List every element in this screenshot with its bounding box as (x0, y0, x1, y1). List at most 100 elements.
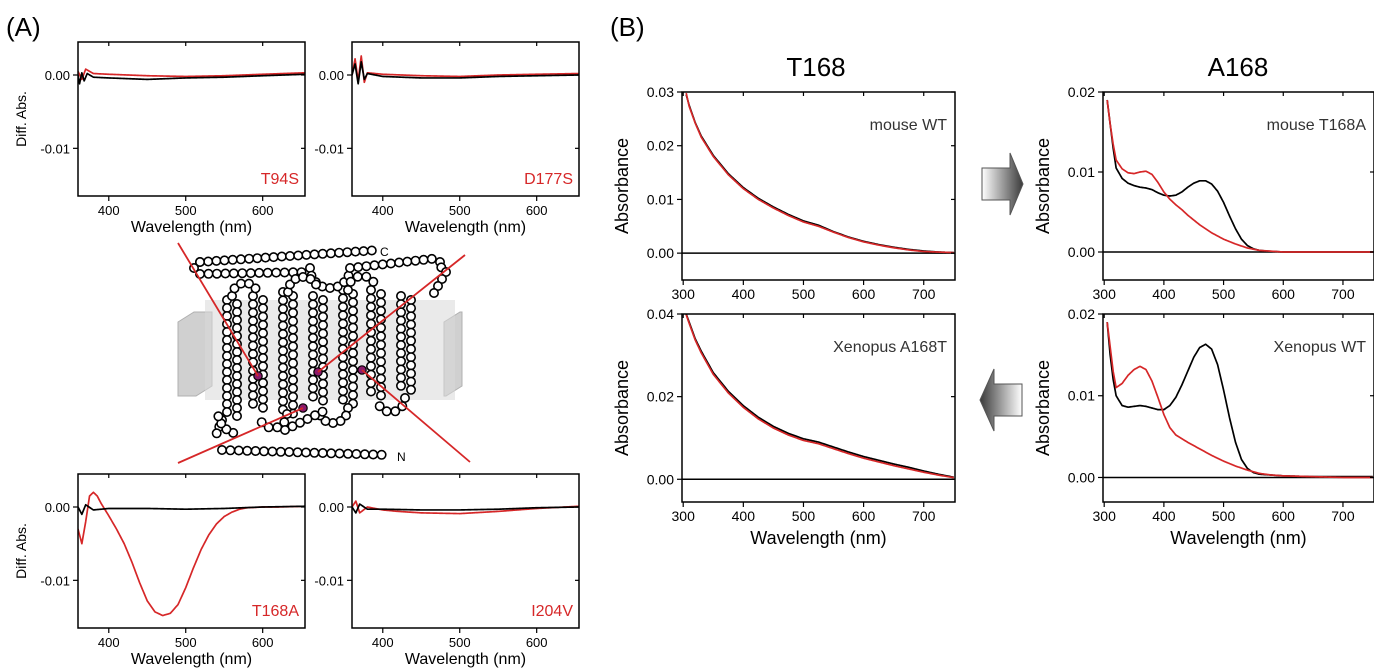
residue-bead (203, 256, 214, 267)
residue-bead (307, 299, 318, 310)
x-tick-label: 500 (175, 635, 197, 650)
residue-bead (317, 336, 328, 347)
y-axis-label: Absorbance (612, 138, 632, 234)
residue-bead (222, 342, 233, 353)
residue-bead (277, 320, 288, 331)
y-tick-label: 0.00 (647, 245, 674, 261)
residue-bead (405, 360, 416, 371)
residue-bead (347, 373, 358, 384)
residue-bead (395, 315, 406, 326)
residue-bead (287, 400, 298, 411)
residue-bead (237, 268, 248, 279)
x-tick-label: 600 (1272, 286, 1296, 302)
residue-bead (287, 374, 298, 385)
residue-bead (307, 374, 318, 385)
residue-bead (277, 303, 288, 314)
residue-bead (307, 332, 318, 343)
residue-bead (254, 267, 265, 278)
residue-bead (284, 251, 295, 262)
x-tick-label: 400 (372, 203, 394, 218)
plot-frame (351, 41, 580, 197)
residue-bead (405, 368, 416, 379)
residue-bead (365, 386, 376, 397)
residue-bead (257, 352, 268, 363)
residue-bead (227, 254, 238, 265)
residue-bead (394, 257, 405, 268)
residue-bead (203, 268, 214, 279)
residue-bead (399, 392, 410, 403)
y-tick-label: -0.01 (40, 573, 70, 588)
plot-frame (77, 473, 306, 629)
chart-b4: 300 400 500 600 700 0.00 0.01 0.02 Wavelength (n… (1033, 306, 1374, 548)
x-tick-label: 500 (1212, 508, 1236, 524)
residue-bead (317, 353, 328, 364)
x-axis-label: Wavelength (nm) (131, 219, 252, 236)
residue-bead (307, 349, 318, 360)
residue-bead (337, 360, 348, 371)
x-tick-label: 500 (792, 286, 816, 302)
residue-bead (248, 332, 259, 343)
residue-bead (326, 448, 337, 459)
inset-label: I204V (531, 603, 573, 620)
residue-bead (287, 383, 298, 394)
residue-bead (365, 293, 376, 304)
residue-bead (365, 335, 376, 346)
residue-bead (222, 390, 233, 401)
residue-bead (222, 374, 233, 385)
residue-bead (277, 387, 288, 398)
residue-bead (375, 373, 386, 384)
chart-a3: 400 500 600 0.00 -0.01 Wavelength (nm) Diff. A… (13, 473, 306, 668)
residue-bead (418, 254, 429, 265)
residue-bead (426, 253, 437, 264)
residue-bead (232, 322, 243, 333)
residue-bead (375, 331, 386, 342)
residue-bead (307, 290, 318, 301)
residue-bead (405, 376, 416, 387)
residue-bead (307, 324, 318, 335)
residue-bead (361, 271, 372, 282)
residue-bead (232, 314, 243, 325)
residue-bead (337, 327, 348, 338)
x-tick-label: 300 (672, 508, 696, 524)
residue-bead (365, 352, 376, 363)
residue-bead (365, 361, 376, 372)
x-axis-label: Wavelength (nm) (750, 528, 886, 548)
residue-bead (405, 352, 416, 363)
series-line-red (352, 55, 579, 84)
residue-bead (222, 358, 233, 369)
residue-bead (287, 307, 298, 318)
residue-bead (220, 268, 231, 279)
chart-a2: 400 500 600 0.00 -0.01 Wavelength (nm) D177S (314, 41, 580, 236)
residue-bead (242, 445, 253, 456)
residue-bead (337, 386, 348, 397)
residue-bead (300, 447, 311, 458)
residue-bead (342, 284, 353, 295)
x-tick-label: 600 (852, 508, 876, 524)
residue-bead (287, 391, 298, 402)
residue-bead (317, 395, 328, 406)
residue-bead (342, 448, 353, 459)
residue-bead (347, 364, 358, 375)
residue-bead (334, 448, 345, 459)
residue-bead (257, 328, 268, 339)
y-tick-label: -0.01 (314, 573, 344, 588)
residue-bead (309, 447, 320, 458)
y-tick-label: 0.00 (319, 68, 344, 83)
residue-bead (337, 335, 348, 346)
residue-bead (222, 366, 233, 377)
residue-bead (395, 331, 406, 342)
x-axis-label: Wavelength (nm) (405, 651, 526, 668)
residue-bead (395, 290, 406, 301)
residue-bead (307, 391, 318, 402)
residue-bead (248, 324, 259, 335)
residue-bead (244, 278, 255, 289)
residue-bead (248, 307, 259, 318)
y-axis-label: Diff. Abs. (13, 91, 29, 147)
residue-bead (293, 250, 304, 261)
y-tick-label: 0.01 (1068, 164, 1095, 180)
series-line-red (685, 92, 954, 254)
residue-bead (395, 348, 406, 359)
inset-label: mouse WT (870, 117, 948, 134)
y-tick-label: 0.00 (319, 500, 344, 515)
